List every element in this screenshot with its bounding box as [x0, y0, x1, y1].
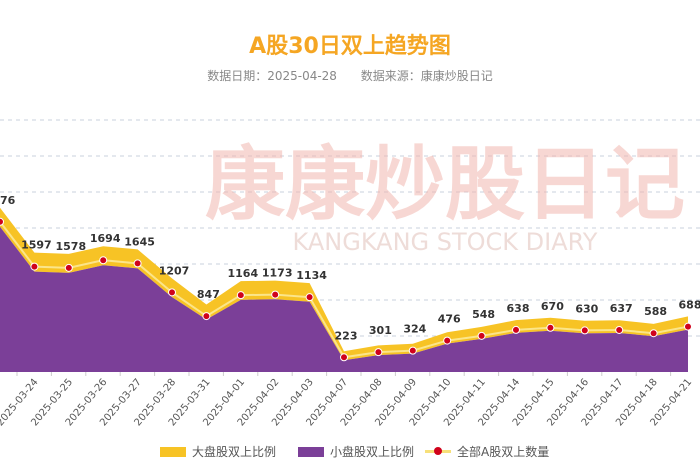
- data-label: 688: [679, 299, 700, 312]
- watermark-cn: 康康炒股日记: [205, 138, 685, 231]
- data-label: 1173: [262, 267, 293, 280]
- data-label: 476: [438, 313, 461, 326]
- legend-item-large-cap[interactable]: 大盘股双上比例: [160, 443, 276, 460]
- data-label: 1134: [296, 269, 327, 282]
- legend-line: [425, 447, 451, 455]
- data-label: 847: [197, 288, 220, 301]
- date-value: 2025-04-28: [267, 69, 337, 83]
- data-point[interactable]: [649, 329, 658, 338]
- area-small-cap: [0, 226, 688, 372]
- data-label: 630: [575, 302, 598, 315]
- data-label: 301: [369, 324, 392, 337]
- data-label: 1694: [90, 232, 121, 245]
- chart-subtitle: 数据日期：2025-04-28 数据来源：康康炒股日记: [0, 67, 700, 84]
- data-label: 670: [541, 300, 564, 313]
- data-point[interactable]: [580, 326, 589, 335]
- data-label: 638: [507, 302, 530, 315]
- data-label: 1207: [159, 264, 190, 277]
- data-label: 588: [644, 305, 667, 318]
- data-point[interactable]: [271, 290, 280, 299]
- data-point[interactable]: [64, 263, 73, 272]
- date-label: 数据日期：: [207, 69, 268, 83]
- legend-swatch: [160, 446, 186, 457]
- source-value: 康康炒股日记: [420, 69, 493, 83]
- data-point[interactable]: [374, 348, 383, 357]
- data-label: 637: [610, 302, 633, 315]
- data-label: 1597: [21, 239, 52, 252]
- legend-item-small-cap[interactable]: 小盘股双上比例: [298, 443, 414, 460]
- data-label: 1645: [124, 235, 155, 248]
- data-point[interactable]: [340, 353, 348, 362]
- data-label: 76: [0, 194, 16, 207]
- data-point[interactable]: [30, 262, 39, 271]
- data-point[interactable]: [408, 346, 417, 355]
- data-point[interactable]: [168, 288, 176, 297]
- data-point[interactable]: [615, 325, 624, 334]
- data-point[interactable]: [305, 293, 314, 302]
- data-point[interactable]: [684, 322, 692, 331]
- data-label: 548: [472, 308, 495, 321]
- area-large-cap: [0, 207, 688, 361]
- data-point[interactable]: [99, 256, 108, 265]
- data-label: 1578: [55, 240, 86, 253]
- data-point[interactable]: [477, 331, 486, 340]
- data-point[interactable]: [202, 312, 211, 321]
- data-point[interactable]: [133, 259, 142, 268]
- legend-label: 全部A股双上数量: [457, 445, 550, 459]
- data-point[interactable]: [546, 323, 555, 332]
- chart-title: A股30日双上趋势图: [249, 34, 451, 59]
- data-label: 1164: [227, 267, 258, 280]
- data-label: 223: [335, 329, 358, 342]
- legend-label: 小盘股双上比例: [330, 445, 415, 459]
- source-label: 数据来源：: [360, 69, 421, 83]
- data-point[interactable]: [443, 336, 452, 345]
- watermark-en: KANGKANG STOCK DIARY: [293, 228, 598, 256]
- data-point[interactable]: [512, 325, 520, 334]
- legend-swatch: [298, 446, 324, 457]
- data-point[interactable]: [236, 291, 245, 300]
- legend-label: 大盘股双上比例: [192, 445, 277, 459]
- legend-item-total[interactable]: 全部A股双上数量: [425, 443, 549, 460]
- data-point[interactable]: [0, 217, 4, 226]
- data-label: 324: [403, 323, 426, 336]
